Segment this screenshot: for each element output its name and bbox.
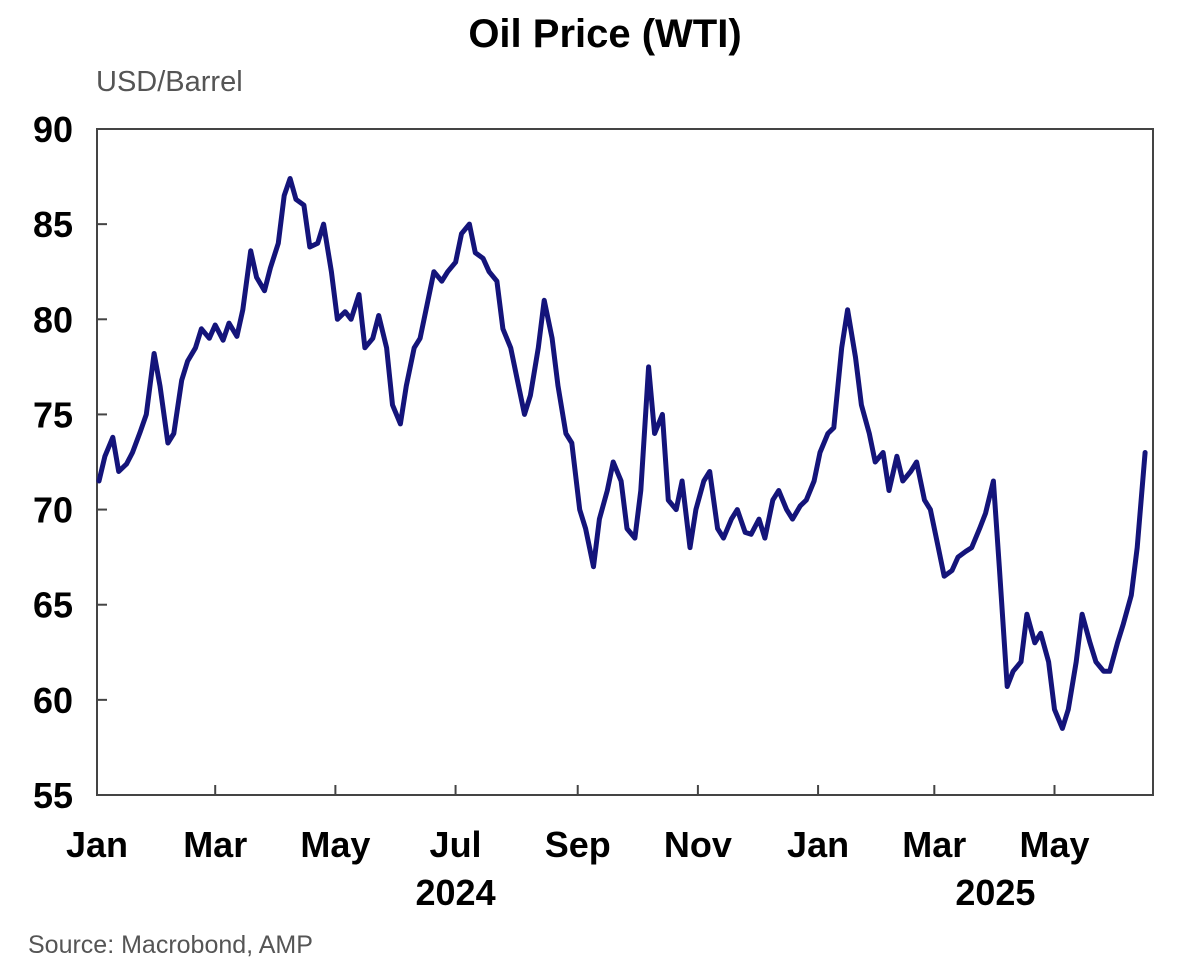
y-axis: 55 60 65 70 75 80 85 90 [33,109,107,816]
chart-title: Oil Price (WTI) [468,12,742,56]
x-tick-label: Mar [183,824,247,865]
y-tick-label: 55 [33,775,73,816]
x-axis: Jan Mar May Jul Sep Nov Jan Mar May 2024 2025 [66,785,1090,913]
x-tick-label: Jan [787,824,849,865]
y-tick-label: 90 [33,109,73,150]
y-tick-label: 75 [33,394,73,435]
y-tick-label: 70 [33,490,73,531]
x-tick-label: May [1019,824,1089,865]
source-note: Source: Macrobond, AMP [28,931,313,959]
x-tick-label: Jul [430,824,482,865]
x-tick-label: Mar [902,824,966,865]
y-tick-label: 65 [33,585,73,626]
series-layer [96,176,1148,731]
x-tick-label: May [300,824,370,865]
x-tick-label: Jan [66,824,128,865]
y-tick-label: 60 [33,680,73,721]
y-tick-label: 80 [33,299,73,340]
y-axis-unit-label: USD/Barrel [96,66,243,98]
y-tick-label: 85 [33,204,73,245]
x-year-label: 2025 [955,872,1035,913]
x-tick-label: Sep [545,824,611,865]
series-line [96,176,1148,731]
x-tick-label: Nov [664,824,732,865]
plot-area-frame [96,128,1154,796]
x-year-label: 2024 [416,872,496,913]
